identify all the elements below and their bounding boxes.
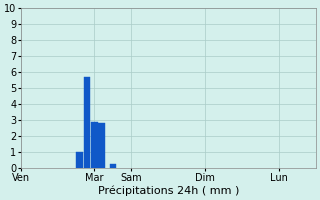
X-axis label: Précipitations 24h ( mm ): Précipitations 24h ( mm ) — [98, 185, 239, 196]
Bar — [84, 77, 90, 168]
Bar — [99, 123, 105, 168]
Bar — [91, 122, 98, 168]
Bar — [76, 152, 83, 168]
Bar — [109, 164, 116, 168]
